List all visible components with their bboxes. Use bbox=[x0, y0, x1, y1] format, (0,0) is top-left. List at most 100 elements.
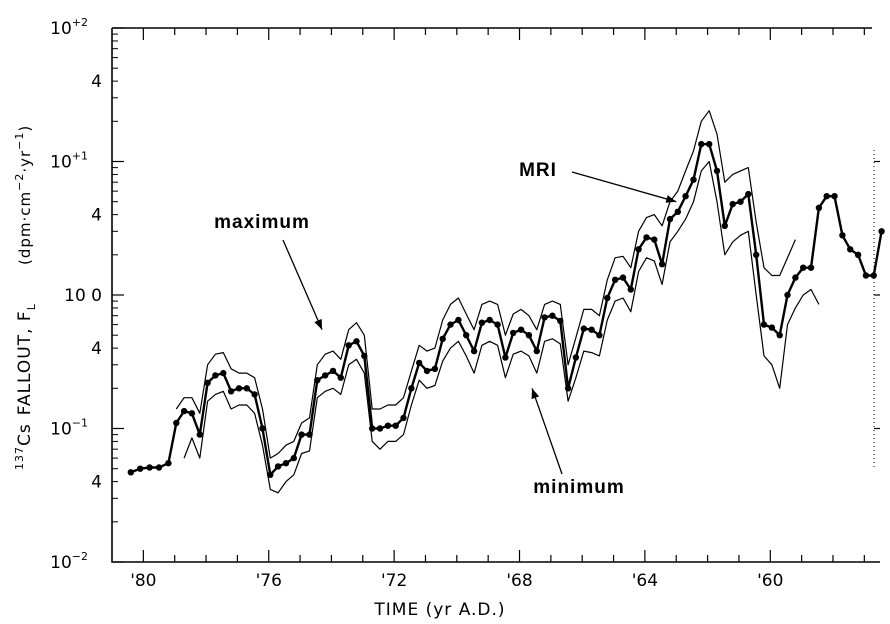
y-unit-part2: ·yr bbox=[16, 150, 34, 173]
annotation-arrow bbox=[531, 388, 563, 475]
y-tick-label: 10−1 bbox=[50, 417, 88, 440]
data-point bbox=[760, 321, 768, 328]
data-point bbox=[674, 208, 681, 215]
svg-text:137CsFALLOUT, FL: 137Cs FALLOUT, FL bbox=[13, 303, 38, 470]
data-point bbox=[596, 332, 603, 339]
x-tick-label: '68 bbox=[506, 571, 532, 591]
data-point bbox=[800, 264, 807, 271]
data-point bbox=[839, 232, 846, 239]
data-point bbox=[447, 321, 454, 328]
data-point bbox=[753, 251, 760, 258]
data-point bbox=[345, 342, 352, 349]
data-point bbox=[220, 369, 227, 377]
annotation-label: MRI bbox=[519, 160, 557, 181]
data-point bbox=[878, 228, 885, 235]
data-point bbox=[431, 365, 439, 372]
data-point bbox=[146, 464, 153, 471]
data-point bbox=[353, 338, 360, 345]
data-point bbox=[572, 354, 580, 361]
annotation-arrow bbox=[571, 171, 677, 203]
data-point bbox=[486, 316, 493, 324]
data-point bbox=[619, 274, 627, 281]
data-point bbox=[533, 347, 540, 355]
series-group bbox=[127, 110, 885, 494]
y-unit-close: ) bbox=[16, 125, 34, 132]
y-unit-exp1: −2 bbox=[13, 173, 26, 191]
x-tick-label: '64 bbox=[632, 571, 658, 591]
y-tick-label: 4 bbox=[91, 473, 102, 493]
annotation-arrow bbox=[282, 239, 323, 330]
y-tick-label: 4 bbox=[91, 72, 102, 92]
svg-text:(dpm·cm−2·yr−1): (dpm·cm−2·yr−1) bbox=[13, 125, 34, 265]
data-point bbox=[823, 193, 830, 200]
data-point bbox=[137, 465, 144, 472]
data-point bbox=[423, 367, 431, 375]
data-point bbox=[776, 332, 783, 339]
data-point bbox=[807, 264, 815, 271]
data-point bbox=[408, 385, 415, 392]
data-point bbox=[196, 431, 203, 438]
data-point bbox=[282, 460, 290, 467]
data-point bbox=[588, 326, 595, 333]
data-point bbox=[290, 454, 297, 462]
data-point bbox=[690, 176, 697, 183]
annotation-arrowhead bbox=[665, 195, 677, 203]
data-point bbox=[643, 234, 650, 241]
y-tick-label: 4 bbox=[91, 206, 102, 226]
data-point bbox=[478, 319, 486, 326]
annotation-arrowhead bbox=[531, 388, 540, 400]
data-point bbox=[227, 388, 235, 395]
data-point bbox=[329, 367, 337, 375]
data-point bbox=[400, 414, 407, 422]
data-point bbox=[784, 291, 791, 299]
annotation-arrowhead bbox=[314, 318, 323, 330]
data-point bbox=[847, 246, 854, 253]
y-tick-label: 10+2 bbox=[50, 16, 88, 39]
data-point bbox=[611, 276, 619, 283]
data-point bbox=[416, 359, 423, 367]
annotations: MRI maximum minimum bbox=[214, 160, 677, 498]
data-point bbox=[494, 321, 501, 328]
y-tick-label: 10 0 bbox=[64, 286, 102, 306]
data-point bbox=[682, 193, 689, 200]
data-point bbox=[604, 294, 611, 302]
data-point bbox=[384, 422, 392, 429]
y-tick-label: 10+1 bbox=[50, 150, 88, 173]
data-point bbox=[721, 222, 728, 229]
data-point bbox=[392, 422, 399, 429]
data-point bbox=[525, 332, 533, 339]
data-point bbox=[155, 464, 163, 471]
y-axis-unit: (dpm·cm−2·yr−1) bbox=[13, 125, 34, 265]
axis-frame bbox=[111, 28, 880, 563]
data-point bbox=[658, 261, 666, 268]
data-point bbox=[713, 167, 721, 175]
data-point bbox=[376, 425, 384, 432]
data-point bbox=[651, 236, 658, 243]
series-line-minimum bbox=[183, 160, 820, 494]
x-tick-label: '72 bbox=[381, 571, 407, 591]
annotation-label: maximum bbox=[214, 212, 310, 233]
data-point bbox=[470, 347, 478, 355]
y-unit-exp2: −1 bbox=[13, 132, 26, 150]
annotation-label: minimum bbox=[533, 477, 624, 498]
data-point bbox=[635, 246, 642, 253]
data-point bbox=[204, 379, 211, 386]
x-tick-label: '76 bbox=[256, 571, 282, 591]
data-point bbox=[854, 251, 862, 258]
series-line-maximum bbox=[175, 110, 796, 459]
data-point bbox=[698, 140, 705, 148]
data-point bbox=[180, 407, 188, 415]
data-point bbox=[243, 385, 250, 392]
x-axis-label: TIME (yr A.D.) bbox=[373, 600, 505, 620]
axes: '80 '76 '72 '68 '64 '60 10+2 4 10+1 4 10 0 4 10−1 4 10… bbox=[50, 16, 880, 591]
data-point bbox=[274, 463, 282, 470]
data-point bbox=[502, 354, 509, 361]
y-label-isotope: Cs bbox=[15, 423, 35, 446]
data-point bbox=[173, 419, 180, 427]
data-point bbox=[862, 272, 870, 279]
data-point bbox=[127, 469, 134, 476]
data-point bbox=[235, 385, 243, 392]
y-label-subscript: L bbox=[25, 303, 38, 310]
data-point bbox=[337, 374, 344, 381]
